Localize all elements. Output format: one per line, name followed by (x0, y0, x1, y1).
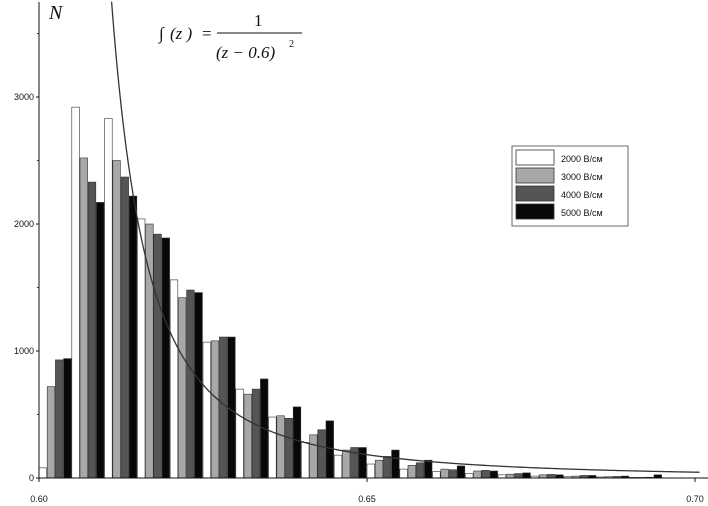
axes (36, 2, 708, 482)
bar (46, 386, 56, 479)
bar (55, 359, 64, 479)
y-tick-label: 1000 (14, 346, 34, 356)
bar (186, 289, 195, 479)
fit-curve (110, 1, 700, 473)
legend-label: 2000 В/см (561, 154, 603, 164)
fit-curve-layer (110, 1, 700, 473)
bar (448, 469, 457, 479)
x-tick-label: 0.65 (358, 494, 376, 504)
y-tick-label: 0 (29, 473, 34, 483)
bar (309, 434, 318, 479)
bar (243, 393, 252, 479)
bar (169, 279, 179, 479)
bar (276, 415, 285, 479)
bar (481, 470, 490, 479)
formula-integral: ∫ (158, 24, 165, 44)
bar (251, 388, 261, 479)
x-tick-label: 0.60 (30, 494, 48, 504)
bar (358, 447, 367, 479)
bar (194, 292, 203, 479)
formula-box (160, 2, 306, 68)
bar (514, 473, 523, 479)
bar (112, 160, 121, 479)
bar (399, 468, 408, 479)
bar (342, 449, 351, 479)
legend-swatch (515, 185, 555, 202)
bar (489, 470, 498, 479)
bar (415, 462, 425, 479)
legend-label: 4000 В/см (561, 190, 603, 200)
legend: 2000 В/см 3000 В/см 4000 В/см 5000 В/см (511, 145, 629, 227)
bar (317, 429, 326, 479)
bar (432, 471, 441, 479)
y-tick-label: 3000 (14, 92, 34, 102)
bar (268, 416, 277, 479)
bar (161, 237, 170, 479)
y-axis-label: N (48, 2, 64, 24)
bar (391, 449, 400, 479)
formula-denominator: (z − 0.6) (216, 43, 275, 62)
bar (506, 473, 515, 479)
bar (120, 176, 129, 479)
bar (301, 442, 310, 479)
bar (407, 464, 416, 479)
formula-lhs: (z ) (170, 24, 193, 43)
bar (178, 297, 187, 479)
bar (96, 202, 105, 479)
legend-label: 3000 В/см (561, 172, 603, 182)
bar (292, 406, 302, 479)
x-tick-label: 0.70 (686, 494, 704, 504)
bar (128, 195, 138, 479)
legend-swatch (515, 203, 555, 220)
fit-formula: ∫ (z ) = 1 (z − 0.6) 2 (158, 2, 306, 68)
formula-exponent: 2 (289, 39, 294, 50)
bar (235, 388, 244, 479)
bar (456, 465, 466, 479)
bar (71, 106, 80, 479)
bar (79, 157, 88, 479)
bar (547, 474, 556, 479)
bar (210, 340, 220, 479)
formula-numerator: 1 (254, 11, 263, 30)
bar (104, 118, 113, 479)
bar (202, 341, 211, 479)
tick-labels: 0 1000 2000 3000 0.60 0.65 0.70 (14, 92, 704, 504)
bar (366, 463, 375, 479)
bar (137, 218, 146, 479)
bar (383, 456, 392, 479)
bar (440, 468, 449, 479)
y-tick-label: 2000 (14, 219, 34, 229)
bar (153, 233, 162, 479)
bar (522, 472, 531, 479)
bar (465, 473, 474, 479)
bar (424, 459, 433, 479)
bar (39, 467, 47, 479)
legend-swatch (515, 167, 555, 184)
bar (284, 418, 293, 479)
bar (63, 358, 72, 479)
formula-equals: = (202, 24, 212, 43)
bar (374, 459, 384, 479)
legend-label: 5000 В/см (561, 208, 603, 218)
bar (473, 470, 482, 479)
bar (333, 454, 343, 479)
legend-swatch (515, 149, 555, 166)
bar (87, 181, 97, 479)
bar (219, 336, 228, 479)
